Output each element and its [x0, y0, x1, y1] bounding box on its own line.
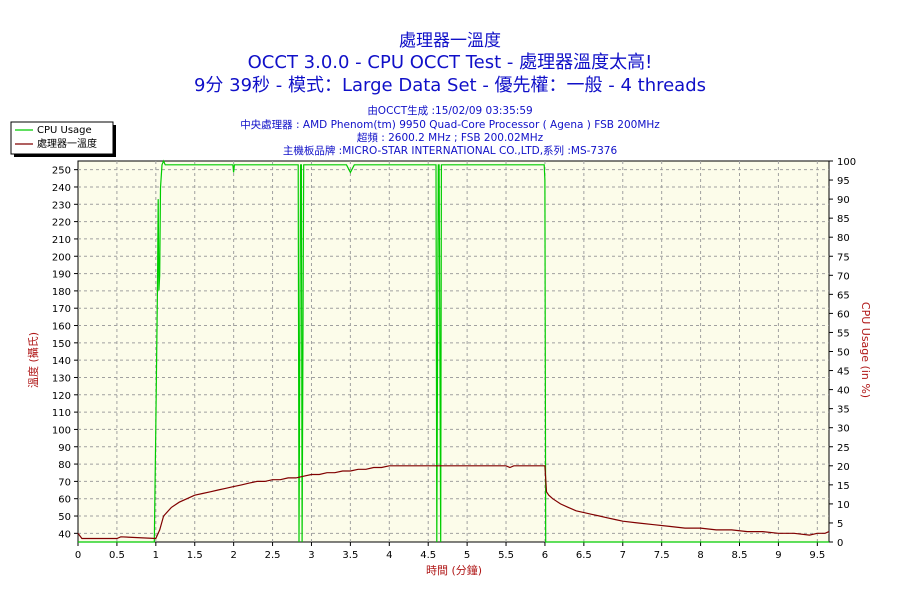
legend-box [10, 121, 114, 155]
y-left-tick-label: 250 [52, 166, 71, 177]
y-left-tick-label: 90 [58, 443, 71, 454]
x-tick-label: 9 [775, 550, 781, 561]
y-left-tick-label: 170 [52, 304, 71, 315]
y-left-tick-label: 60 [58, 495, 71, 506]
y-right-tick-label: 5 [837, 519, 843, 530]
x-tick-label: 2 [230, 550, 236, 561]
y-left-tick-label: 220 [52, 218, 71, 229]
info-line-4: 主機板品牌 :MICRO-STAR INTERNATIONAL CO.,LTD,… [283, 144, 618, 157]
y-right-tick-label: 70 [837, 271, 850, 282]
y-right-tick-label: 75 [837, 252, 850, 263]
series-line-temperature [77, 465, 830, 540]
x-tick-label: 3 [308, 550, 314, 561]
info-line-1: 由OCCT生成 :15/02/09 03:35:59 [367, 104, 532, 117]
x-axis-title: 時間 (分鐘) [426, 563, 482, 577]
y-left-tick-label: 230 [52, 200, 71, 211]
y-left-tick-label: 150 [52, 339, 71, 350]
chart-title: 處理器一溫度 [399, 31, 501, 51]
x-axis-ticks: 0 0.5 1 1.5 2 2.5 3 3.5 4 4.5 5 5.5 6 6.5 7 7.5 8 8.5 9 9.5 [75, 542, 825, 561]
x-tick-label: 6 [542, 550, 548, 561]
series [77, 159, 830, 543]
y-right-tick-label: 15 [837, 481, 850, 492]
grid [78, 161, 829, 542]
y-right-tick-label: 50 [837, 348, 850, 359]
x-tick-label: 0.5 [109, 550, 125, 561]
y-left-tick-label: 100 [52, 425, 71, 436]
y-left-tick-label: 120 [52, 391, 71, 402]
x-tick-label: 6.5 [576, 550, 592, 561]
info-line-3: 超頻 : 2600.2 MHz ; FSB 200.02MHz [357, 131, 544, 144]
y-right-tick-label: 35 [837, 405, 850, 416]
y-left-tick-label: 80 [58, 460, 71, 471]
y-right-tick-label: 10 [837, 500, 850, 511]
y-right-tick-label: 25 [837, 443, 850, 454]
series-line-cpu-usage [78, 159, 829, 543]
plot-area [77, 160, 830, 543]
x-tick-label: 0 [75, 550, 81, 561]
y-right-tick-label: 100 [837, 157, 856, 168]
x-tick-label: 2.5 [265, 550, 281, 561]
y-right-tick-label: 85 [837, 214, 850, 225]
y-right-axis-ticks: 0 5 10 15 20 25 30 35 40 45 50 55 60 65 70 75 80 85 90 95 10… [829, 157, 856, 549]
y-right-tick-label: 55 [837, 328, 850, 339]
x-tick-label: 8.5 [732, 550, 748, 561]
x-tick-label: 4.5 [420, 550, 436, 561]
y-left-tick-label: 240 [52, 183, 71, 194]
y-right-tick-label: 95 [837, 176, 850, 187]
x-tick-label: 3.5 [342, 550, 358, 561]
x-tick-label: 4 [386, 550, 392, 561]
y-left-axis-title: 溫度 (攝氏) [26, 332, 40, 388]
y-left-tick-label: 160 [52, 322, 71, 333]
x-tick-label: 7.5 [654, 550, 670, 561]
y-left-tick-label: 110 [52, 408, 71, 419]
x-tick-label: 5 [464, 550, 470, 561]
legend-label-temperature: 處理器一溫度 [37, 137, 97, 150]
y-left-axis-ticks: 40 50 60 70 80 90 100 110 120 130 140 150 160 170 180 1… [52, 166, 78, 540]
y-right-tick-label: 65 [837, 290, 850, 301]
y-left-tick-label: 200 [52, 252, 71, 263]
x-tick-label: 5.5 [498, 550, 514, 561]
x-tick-label: 1.5 [187, 550, 203, 561]
y-left-tick-label: 40 [58, 529, 71, 540]
y-left-tick-label: 50 [58, 512, 71, 523]
y-left-tick-label: 130 [52, 373, 71, 384]
y-right-tick-label: 45 [837, 367, 850, 378]
y-right-tick-label: 0 [837, 538, 843, 549]
chart-subtitle-1: OCCT 3.0.0 - CPU OCCT Test - 處理器溫度太高! [248, 52, 653, 73]
legend: CPU Usage 處理器一溫度 [10, 121, 116, 157]
info-line-2: 中央處理器 : AMD Phenom(tm) 9950 Quad-Core Pr… [240, 118, 660, 131]
y-left-tick-label: 210 [52, 235, 71, 246]
chart-subtitle-2: 9分 39秒 - 模式：Large Data Set - 優先權：一般 - 4 … [194, 75, 706, 96]
y-right-tick-label: 90 [837, 195, 850, 206]
x-tick-label: 1 [153, 550, 159, 561]
y-left-tick-label: 140 [52, 356, 71, 367]
y-left-tick-label: 180 [52, 287, 71, 298]
y-right-axis-title: CPU Usage (in %) [859, 302, 872, 398]
x-tick-label: 8 [697, 550, 703, 561]
x-tick-label: 9.5 [809, 550, 825, 561]
y-left-tick-label: 190 [52, 270, 71, 281]
legend-label-cpu-usage: CPU Usage [37, 125, 92, 136]
y-right-tick-label: 20 [837, 462, 850, 473]
y-right-tick-label: 30 [837, 424, 850, 435]
y-right-tick-label: 40 [837, 386, 850, 397]
y-left-tick-label: 70 [58, 477, 71, 488]
y-right-tick-label: 60 [837, 309, 850, 320]
x-tick-label: 7 [620, 550, 626, 561]
y-right-tick-label: 80 [837, 233, 850, 244]
